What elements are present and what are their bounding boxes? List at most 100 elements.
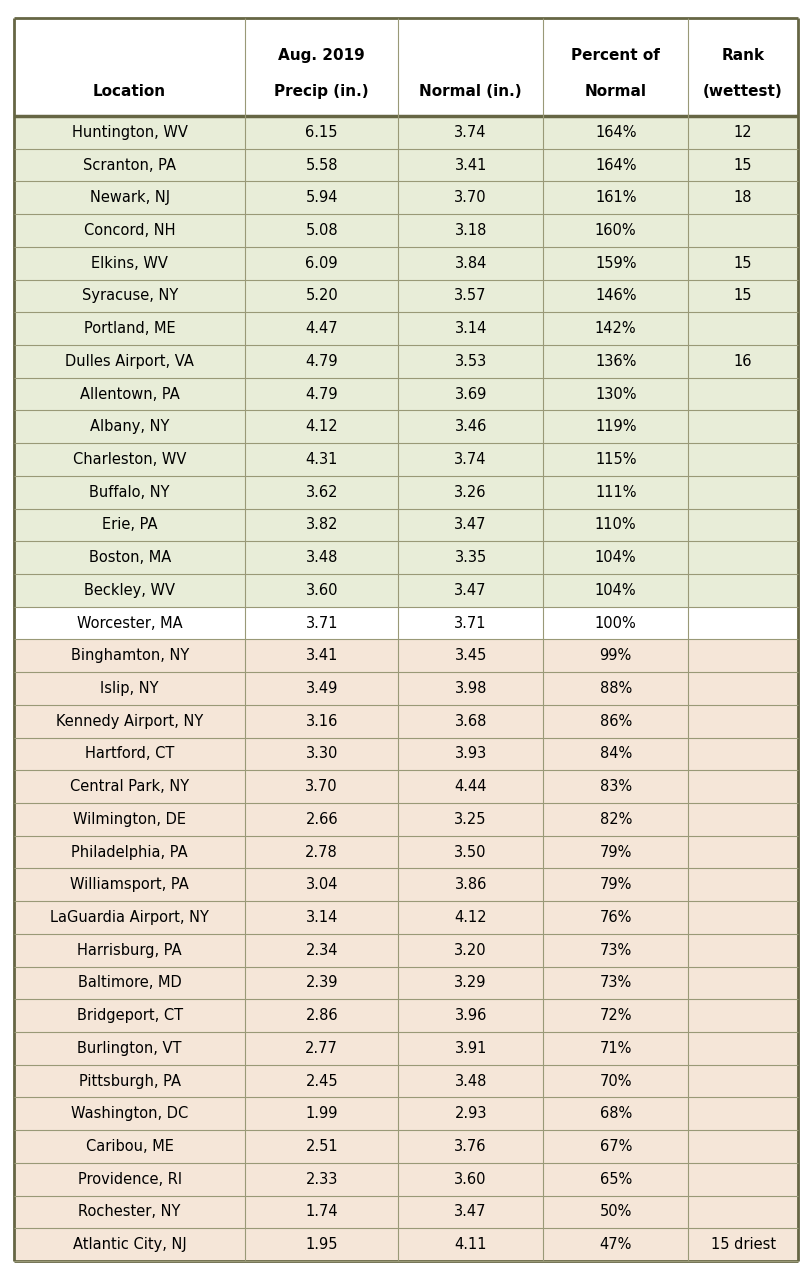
Text: 3.41: 3.41 — [305, 648, 337, 663]
Text: 3.26: 3.26 — [454, 484, 487, 500]
Text: 1.95: 1.95 — [305, 1237, 337, 1252]
Text: 6.09: 6.09 — [305, 256, 337, 270]
Text: 160%: 160% — [594, 223, 636, 238]
Text: 164%: 164% — [594, 158, 636, 172]
Text: 3.18: 3.18 — [454, 223, 487, 238]
Text: 115%: 115% — [594, 453, 636, 467]
Text: 67%: 67% — [599, 1139, 631, 1154]
Text: 86%: 86% — [599, 714, 631, 729]
Text: 4.44: 4.44 — [454, 779, 487, 794]
Bar — [14, 411, 797, 444]
Text: 3.76: 3.76 — [454, 1139, 487, 1154]
Text: 3.71: 3.71 — [305, 616, 337, 631]
Text: 71%: 71% — [599, 1040, 631, 1056]
Text: 3.70: 3.70 — [305, 779, 337, 794]
Text: 3.35: 3.35 — [454, 550, 487, 565]
Text: Williamsport, PA: Williamsport, PA — [71, 877, 189, 892]
Text: Location: Location — [93, 84, 166, 99]
Bar — [14, 737, 797, 770]
Text: 3.41: 3.41 — [454, 158, 487, 172]
Text: LaGuardia Airport, NY: LaGuardia Airport, NY — [50, 910, 208, 924]
Text: 3.98: 3.98 — [454, 681, 487, 696]
Text: Percent of: Percent of — [571, 47, 659, 62]
Text: Kennedy Airport, NY: Kennedy Airport, NY — [56, 714, 203, 729]
Bar — [14, 509, 797, 542]
Text: 3.14: 3.14 — [454, 321, 487, 337]
Bar — [14, 312, 797, 346]
Bar — [14, 1228, 797, 1261]
Bar — [14, 542, 797, 574]
Bar — [14, 607, 797, 640]
Text: Islip, NY: Islip, NY — [101, 681, 159, 696]
Text: Hartford, CT: Hartford, CT — [85, 746, 174, 761]
Text: 4.31: 4.31 — [305, 453, 337, 467]
Bar — [14, 444, 797, 476]
Text: Elkins, WV: Elkins, WV — [91, 256, 168, 270]
Text: 3.14: 3.14 — [305, 910, 337, 924]
Bar — [14, 803, 797, 835]
Bar — [14, 247, 797, 279]
Text: 146%: 146% — [594, 288, 636, 303]
Text: 3.93: 3.93 — [454, 746, 487, 761]
Text: Beckley, WV: Beckley, WV — [84, 583, 175, 598]
Text: Normal (in.): Normal (in.) — [418, 84, 521, 99]
Bar — [14, 346, 797, 377]
Text: 65%: 65% — [599, 1172, 631, 1187]
Text: Providence, RI: Providence, RI — [78, 1172, 182, 1187]
Text: 2.51: 2.51 — [305, 1139, 337, 1154]
Text: Erie, PA: Erie, PA — [101, 518, 157, 533]
Text: Harrisburg, PA: Harrisburg, PA — [77, 942, 182, 958]
Bar — [14, 214, 797, 247]
Text: 3.47: 3.47 — [454, 1205, 487, 1219]
Text: 6.15: 6.15 — [305, 125, 337, 140]
Text: 130%: 130% — [594, 386, 636, 402]
Text: 15: 15 — [733, 256, 752, 270]
Bar — [14, 149, 797, 181]
Text: Syracuse, NY: Syracuse, NY — [81, 288, 178, 303]
Text: 47%: 47% — [599, 1237, 631, 1252]
Text: Atlantic City, NJ: Atlantic City, NJ — [73, 1237, 187, 1252]
Text: 164%: 164% — [594, 125, 636, 140]
Bar — [14, 868, 797, 901]
Bar — [14, 574, 797, 607]
Text: 3.91: 3.91 — [454, 1040, 487, 1056]
Text: 72%: 72% — [599, 1009, 631, 1023]
Bar — [14, 933, 797, 966]
Text: 3.74: 3.74 — [454, 453, 487, 467]
Text: 4.12: 4.12 — [454, 910, 487, 924]
Bar — [14, 640, 797, 672]
Text: 5.58: 5.58 — [305, 158, 337, 172]
Bar — [14, 1031, 797, 1065]
Bar — [14, 476, 797, 509]
Text: 18: 18 — [733, 190, 752, 205]
Text: 111%: 111% — [594, 484, 636, 500]
Bar — [14, 377, 797, 411]
Text: Wilmington, DE: Wilmington, DE — [73, 812, 186, 827]
Text: 3.29: 3.29 — [454, 975, 487, 991]
Text: 73%: 73% — [599, 942, 631, 958]
Text: Central Park, NY: Central Park, NY — [70, 779, 189, 794]
Text: 3.96: 3.96 — [454, 1009, 487, 1023]
Bar — [14, 672, 797, 705]
Text: Allentown, PA: Allentown, PA — [79, 386, 179, 402]
Text: 3.60: 3.60 — [454, 1172, 487, 1187]
Text: Caribou, ME: Caribou, ME — [86, 1139, 174, 1154]
Text: 3.30: 3.30 — [305, 746, 337, 761]
Text: 3.04: 3.04 — [305, 877, 337, 892]
Text: 1.99: 1.99 — [305, 1107, 337, 1121]
Text: 100%: 100% — [594, 616, 636, 631]
Text: Portland, ME: Portland, ME — [84, 321, 175, 337]
Text: 4.12: 4.12 — [305, 419, 337, 435]
Text: 136%: 136% — [594, 354, 636, 368]
Text: 70%: 70% — [599, 1074, 631, 1089]
Text: 3.48: 3.48 — [454, 1074, 487, 1089]
Text: 15: 15 — [733, 158, 752, 172]
Text: 79%: 79% — [599, 844, 631, 859]
Text: 76%: 76% — [599, 910, 631, 924]
Text: Normal: Normal — [584, 84, 646, 99]
Text: 3.70: 3.70 — [454, 190, 487, 205]
Text: 3.49: 3.49 — [305, 681, 337, 696]
Bar — [14, 181, 797, 214]
Text: Aug. 2019: Aug. 2019 — [278, 47, 365, 62]
Text: 119%: 119% — [594, 419, 636, 435]
